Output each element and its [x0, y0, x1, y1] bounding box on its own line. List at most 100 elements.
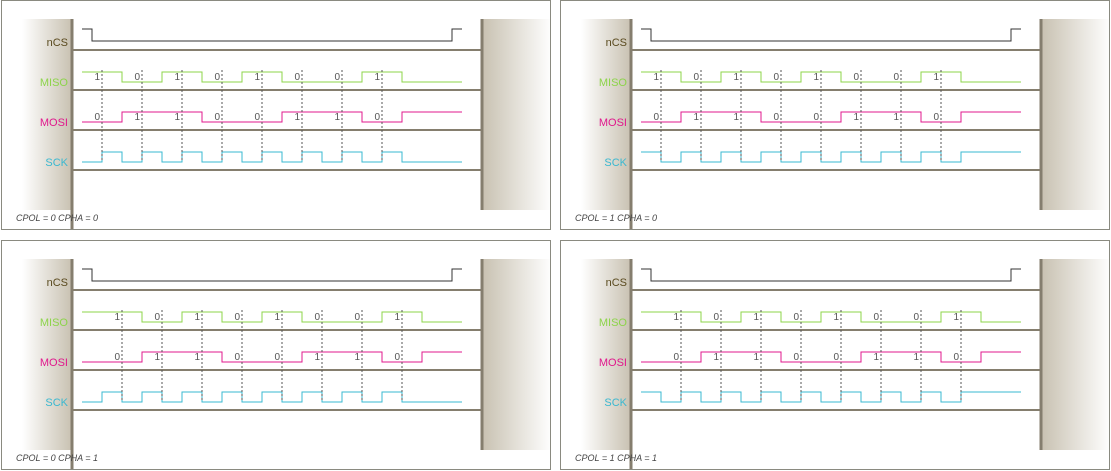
mosi-bit-label: 0: [673, 352, 679, 363]
miso-bit-label: 0: [793, 312, 799, 323]
sck-waveform: [82, 391, 462, 403]
left-band: [581, 259, 631, 450]
right-band: [482, 19, 550, 210]
miso-bit-label: 1: [174, 72, 180, 83]
signal-label-miso: MISO: [599, 77, 628, 89]
mosi-bit-label: 1: [693, 112, 699, 123]
miso-bit-label: 0: [873, 312, 879, 323]
mosi-waveform: [641, 351, 1021, 363]
sck-waveform: [641, 151, 1021, 163]
miso-bit-label: 1: [753, 312, 759, 323]
miso-bit-label: 0: [354, 312, 360, 323]
miso-bit-label: 0: [773, 72, 779, 83]
ncs-waveform: [641, 28, 1021, 42]
signal-label-mosi: MOSI: [599, 357, 627, 369]
mosi-bit-label: 0: [394, 352, 400, 363]
mosi-bit-label: 0: [813, 112, 819, 123]
signal-label-mosi: MOSI: [40, 357, 68, 369]
signal-label-mosi: MOSI: [40, 117, 68, 129]
miso-bit-label: 0: [713, 312, 719, 323]
miso-bit-label: 1: [374, 72, 380, 83]
miso-bit-label: 1: [813, 72, 819, 83]
sck-waveform: [82, 151, 462, 163]
mosi-waveform: [641, 111, 1021, 123]
mosi-bit-label: 0: [114, 352, 120, 363]
miso-bit-label: 0: [214, 72, 220, 83]
signal-label-sck: SCK: [45, 397, 68, 409]
mosi-bit-label: 1: [314, 352, 320, 363]
miso-bit-label: 1: [653, 72, 659, 83]
mosi-bit-label: 0: [653, 112, 659, 123]
signal-label-sck: SCK: [45, 157, 68, 169]
mosi-bit-label: 0: [374, 112, 380, 123]
mosi-bit-label: 0: [254, 112, 260, 123]
miso-bit-label: 0: [154, 312, 160, 323]
mosi-bit-label: 1: [913, 352, 919, 363]
miso-bit-label: 1: [394, 312, 400, 323]
panel-caption: CPOL = 1 CPHA = 0: [575, 213, 658, 223]
miso-waveform: [641, 311, 1021, 323]
miso-bit-label: 0: [294, 72, 300, 83]
miso-bit-label: 1: [274, 312, 280, 323]
mosi-bit-label: 1: [873, 352, 879, 363]
miso-bit-label: 1: [953, 312, 959, 323]
signal-label-sck: SCK: [604, 157, 627, 169]
miso-bit-label: 0: [334, 72, 340, 83]
mosi-bit-label: 0: [274, 352, 280, 363]
miso-bit-label: 1: [114, 312, 120, 323]
timing-panel-cpol1-cpha1: nCS MISO MOSI SCK 1 0 1 0 1 0 0 1 0 1 1 0 0 1 1 0 CPOL = 1 …: [560, 240, 1110, 470]
mosi-bit-label: 1: [354, 352, 360, 363]
ncs-waveform: [82, 28, 462, 42]
miso-bit-label: 1: [673, 312, 679, 323]
miso-bit-label: 1: [254, 72, 260, 83]
signal-label-miso: MISO: [599, 317, 628, 329]
mosi-bit-label: 1: [733, 112, 739, 123]
timing-diagram: nCS MISO MOSI SCK 1 0 1 0 1 0 0 1 0 1 1 0 0 1 1 0: [581, 19, 1109, 229]
right-band: [1041, 19, 1109, 210]
mosi-bit-label: 1: [753, 352, 759, 363]
mosi-bit-label: 0: [234, 352, 240, 363]
mosi-bit-label: 0: [94, 112, 100, 123]
mosi-bit-label: 0: [793, 352, 799, 363]
miso-bit-label: 1: [833, 312, 839, 323]
left-band: [22, 19, 72, 210]
left-band: [581, 19, 631, 210]
mosi-bit-label: 1: [174, 112, 180, 123]
mosi-bit-label: 1: [194, 352, 200, 363]
timing-diagram: nCS MISO MOSI SCK 1 0 1 0 1 0 0 1 0 1 1 0 0 1 1 0: [22, 259, 550, 469]
miso-bit-label: 0: [853, 72, 859, 83]
miso-waveform: [82, 311, 462, 323]
mosi-bit-label: 1: [853, 112, 859, 123]
left-band: [22, 259, 72, 450]
miso-bit-label: 1: [94, 72, 100, 83]
mosi-bit-label: 1: [893, 112, 899, 123]
panel-caption: CPOL = 0 CPHA = 1: [16, 453, 99, 463]
miso-bit-label: 0: [234, 312, 240, 323]
signal-label-ncs: nCS: [47, 277, 68, 289]
timing-diagram: nCS MISO MOSI SCK 1 0 1 0 1 0 0 1 0 1 1 0 0 1 1 0: [22, 19, 550, 229]
signal-label-ncs: nCS: [47, 37, 68, 49]
mosi-bit-label: 0: [773, 112, 779, 123]
ncs-waveform: [82, 268, 462, 282]
mosi-bit-label: 1: [713, 352, 719, 363]
timing-panel-cpol0-cpha1: nCS MISO MOSI SCK 1 0 1 0 1 0 0 1 0 1 1 0 0 1 1 0 CPOL = 0 …: [1, 240, 551, 470]
miso-bit-label: 0: [913, 312, 919, 323]
sck-waveform: [641, 391, 1021, 403]
mosi-bit-label: 1: [134, 112, 140, 123]
miso-bit-label: 0: [893, 72, 899, 83]
mosi-bit-label: 0: [833, 352, 839, 363]
mosi-waveform: [82, 351, 462, 363]
signal-label-ncs: nCS: [606, 277, 627, 289]
mosi-bit-label: 1: [334, 112, 340, 123]
ncs-waveform: [641, 268, 1021, 282]
panel-caption: CPOL = 1 CPHA = 1: [575, 453, 658, 463]
right-band: [1041, 259, 1109, 450]
signal-label-miso: MISO: [40, 77, 69, 89]
mosi-bit-label: 0: [214, 112, 220, 123]
signal-label-ncs: nCS: [606, 37, 627, 49]
miso-bit-label: 0: [134, 72, 140, 83]
miso-bit-label: 1: [194, 312, 200, 323]
mosi-bit-label: 1: [294, 112, 300, 123]
miso-bit-label: 1: [733, 72, 739, 83]
mosi-bit-label: 0: [933, 112, 939, 123]
